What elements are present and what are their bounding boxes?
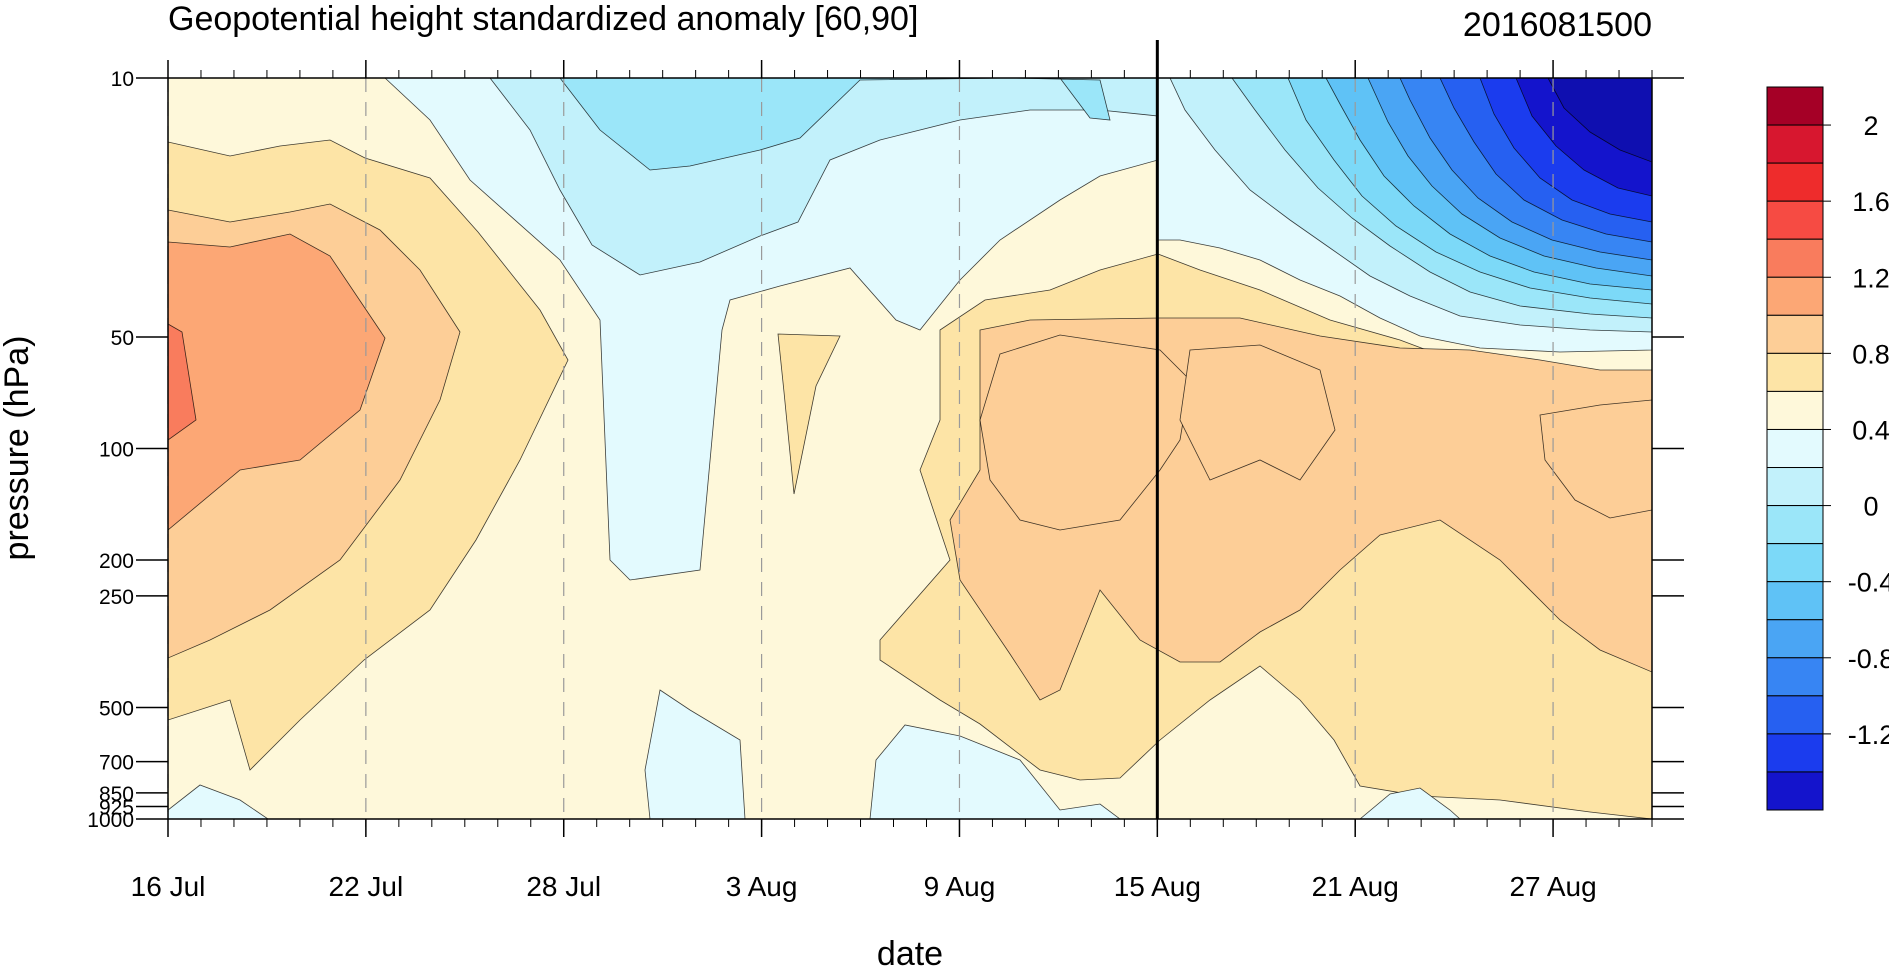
colorbar-box bbox=[1766, 200, 1824, 240]
y-tick-label: 250 bbox=[99, 586, 134, 609]
colorbar-box bbox=[1766, 162, 1824, 202]
colorbar-label: -1.2 bbox=[1848, 720, 1889, 750]
x-tick-label: 16 Jul bbox=[131, 871, 206, 902]
colorbar-box bbox=[1766, 657, 1824, 697]
colorbar-box bbox=[1766, 428, 1824, 469]
colorbar-label: 0 bbox=[1863, 492, 1878, 522]
y-tick-label: 925 bbox=[99, 796, 134, 819]
y-tick-label: 850 bbox=[99, 783, 134, 806]
colorbar-box bbox=[1766, 467, 1824, 507]
y-tick-label: 700 bbox=[99, 752, 134, 775]
y-tick-label: 200 bbox=[99, 550, 134, 573]
y-tick-label: 1000 bbox=[87, 809, 134, 832]
x-tick-label: 9 Aug bbox=[924, 871, 996, 902]
y-axis-title: pressure (hPa) bbox=[0, 336, 36, 561]
x-tick-label: 3 Aug bbox=[726, 871, 798, 902]
colorbar-box bbox=[1766, 86, 1824, 126]
x-axis-title: date bbox=[877, 935, 943, 969]
x-tick-label: 28 Jul bbox=[526, 871, 601, 902]
colorbar-label: 0.8 bbox=[1852, 339, 1889, 369]
contour-warm-aug-0-6b bbox=[1179, 344, 1336, 481]
contour-cold-0-c bbox=[869, 724, 1121, 819]
x-tick-label: 21 Aug bbox=[1312, 871, 1399, 902]
colorbar-label: 0.4 bbox=[1852, 415, 1889, 445]
x-tick-label: 27 Aug bbox=[1509, 871, 1596, 902]
colorbar-box bbox=[1766, 619, 1824, 659]
colorbar: 2 1.6 1.2 0.8 0.4 0 -0.4 -0.8 -1.2 bbox=[1766, 86, 1889, 811]
contour-warm-aug-0-6c bbox=[1539, 399, 1652, 519]
chart-title: Geopotential height standardized anomaly… bbox=[168, 0, 918, 38]
colorbar-box bbox=[1766, 276, 1824, 316]
colorbar-box bbox=[1766, 543, 1824, 583]
plot-area bbox=[167, 40, 1653, 820]
contour-warm-0-8 bbox=[168, 323, 197, 441]
colorbar-box bbox=[1766, 124, 1824, 164]
y-tick-label: 500 bbox=[99, 697, 134, 720]
colorbar-box bbox=[1766, 314, 1824, 354]
contour-cold-0-d bbox=[168, 784, 269, 819]
colorbar-box bbox=[1766, 771, 1824, 811]
contour-fills bbox=[168, 78, 1652, 819]
contour-warm-0-6 bbox=[168, 233, 386, 531]
colorbar-label: -0.8 bbox=[1848, 644, 1889, 674]
date-stamp: 2016081500 bbox=[1463, 6, 1652, 44]
contour-cold-0-4 bbox=[559, 78, 1111, 171]
colorbar-box bbox=[1766, 352, 1824, 392]
contour-cold-forecast-2-0 bbox=[1500, 78, 1652, 163]
contour-warm-aug-0-6a bbox=[979, 334, 1191, 531]
colorbar-box bbox=[1766, 238, 1824, 278]
colorbar-box bbox=[1766, 733, 1824, 773]
colorbar-label: 1.6 bbox=[1852, 187, 1889, 217]
x-axis: 16 Jul 22 Jul 28 Jul 3 Aug 9 Aug 15 Aug 21 Aug… bbox=[131, 60, 1653, 902]
contour-cold-0-b bbox=[644, 689, 746, 819]
colorbar-label: 1.2 bbox=[1852, 263, 1889, 293]
colorbar-box bbox=[1766, 390, 1824, 430]
colorbar-box bbox=[1766, 581, 1824, 621]
colorbar-box bbox=[1766, 505, 1824, 545]
contour-cold-0-e bbox=[1359, 787, 1461, 819]
y-tick-label: 50 bbox=[111, 327, 134, 350]
y-tick-label: 100 bbox=[99, 439, 134, 462]
colorbar-label: 2 bbox=[1863, 111, 1878, 141]
x-tick-label: 22 Jul bbox=[329, 871, 404, 902]
contour-warm-mid-small bbox=[777, 333, 841, 495]
x-tick-label: 15 Aug bbox=[1114, 871, 1201, 902]
colorbar-label: -0.4 bbox=[1848, 568, 1889, 598]
colorbar-box bbox=[1766, 695, 1824, 735]
y-tick-label: 10 bbox=[111, 68, 134, 91]
